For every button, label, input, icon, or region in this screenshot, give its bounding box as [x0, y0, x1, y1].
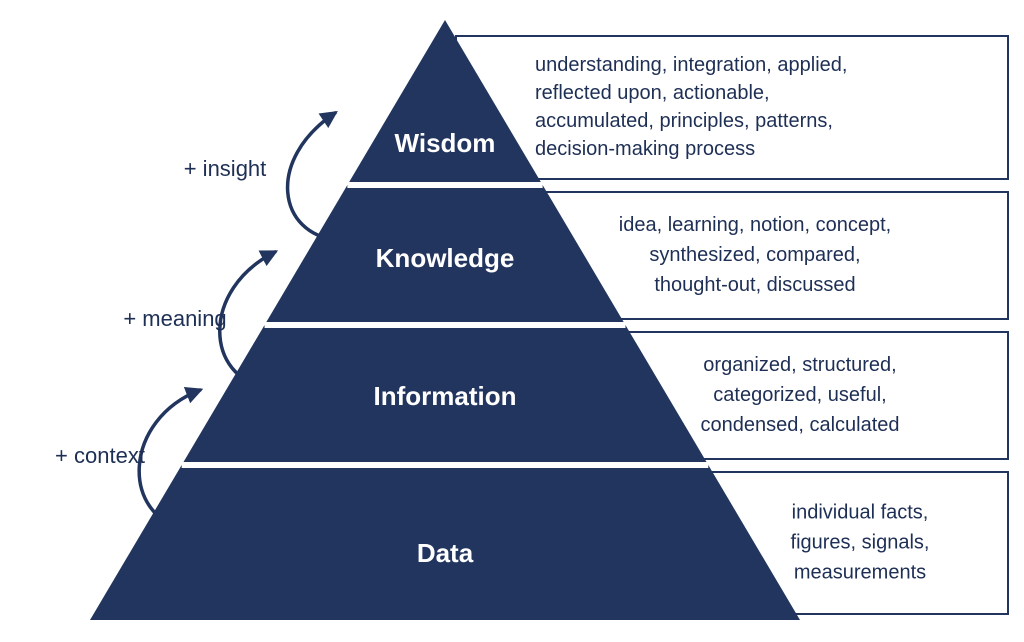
- desc-line-data-2: measurements: [794, 561, 926, 583]
- desc-line-information-0: organized, structured,: [703, 354, 896, 376]
- desc-line-knowledge-0: idea, learning, notion, concept,: [619, 214, 891, 236]
- transition-label-meaning: + meaning: [123, 306, 226, 331]
- desc-line-knowledge-1: synthesized, compared,: [649, 244, 860, 266]
- desc-line-knowledge-2: thought-out, discussed: [654, 274, 855, 296]
- desc-line-wisdom-3: decision-making process: [535, 138, 755, 160]
- desc-line-data-0: individual facts,: [792, 501, 929, 523]
- desc-line-wisdom-2: accumulated, principles, patterns,: [535, 110, 833, 132]
- desc-line-wisdom-1: reflected upon, actionable,: [535, 82, 770, 104]
- transition-label-context: + context: [55, 443, 145, 468]
- level-label-information: Information: [374, 381, 517, 411]
- dikw-pyramid-diagram: Wisdom Knowledge Information Data understand…: [0, 0, 1024, 642]
- diagram-svg: Wisdom Knowledge Information Data understand…: [0, 0, 1024, 642]
- level-label-wisdom: Wisdom: [395, 128, 496, 158]
- desc-line-wisdom-0: understanding, integration, applied,: [535, 54, 847, 76]
- transition-label-insight: + insight: [184, 156, 267, 181]
- desc-line-information-1: categorized, useful,: [713, 384, 886, 406]
- level-label-data: Data: [417, 538, 474, 568]
- desc-line-data-1: figures, signals,: [791, 531, 930, 553]
- level-label-knowledge: Knowledge: [376, 243, 515, 273]
- desc-line-information-2: condensed, calculated: [700, 414, 899, 436]
